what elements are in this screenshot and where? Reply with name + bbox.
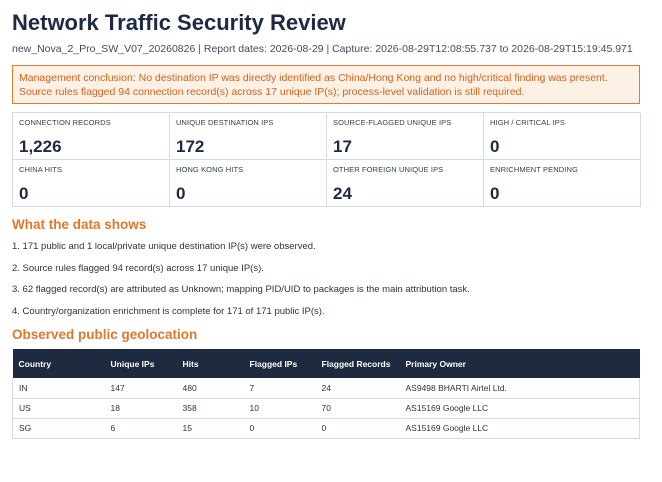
metric-enrichment-pending: ENRICHMENT PENDING 0 [484,160,641,207]
cell-flagged-records: 70 [315,398,400,419]
cell-flagged-ips: 0 [243,418,316,439]
management-conclusion: Management conclusion: No destination IP… [12,65,640,104]
metric-connection-records: CONNECTION RECORDS 1,226 [13,113,170,160]
cell-flagged-records: 0 [315,418,400,439]
cell-unique-ips: 6 [104,418,177,439]
metric-value: 0 [490,137,500,156]
cell-primary-owner: AS15169 Google LLC [399,418,640,439]
column-header-primary-owner: Primary Owner [405,358,466,369]
metric-label: UNIQUE DESTINATION IPS [176,118,274,127]
metrics-grid: CONNECTION RECORDS 1,226 UNIQUE DESTINAT… [12,112,641,207]
cell-hits: 15 [176,418,244,439]
metric-label: CHINA HITS [19,165,63,174]
cell-hits: 358 [176,398,244,419]
metric-value: 1,226 [19,137,62,156]
column-header-flagged-records: Flagged Records [321,358,391,369]
finding-item: 2. Source rules flagged 94 record(s) acr… [12,262,264,274]
metric-value: 172 [176,137,205,156]
table-row: SG 6 15 0 0 AS15169 Google LLC [12,418,640,439]
metric-hong-kong-hits: HONG KONG HITS 0 [170,160,327,207]
column-header-unique-ips: Unique IPs [110,358,155,369]
metric-other-foreign-ips: OTHER FOREIGN UNIQUE IPS 24 [327,160,484,207]
report-page: Network Traffic Security Review new_Nova… [12,10,641,439]
cell-flagged-ips: 10 [243,398,316,419]
cell-country: IN [12,378,105,399]
finding-item: 4. Country/organization enrichment is co… [12,305,325,317]
report-subtitle: new_Nova_2_Pro_SW_V07_20260826 | Report … [12,43,633,55]
metric-high-critical-ips: HIGH / CRITICAL IPS 0 [484,113,641,160]
cell-unique-ips: 18 [104,398,177,419]
table-row: IN 147 480 7 24 AS9498 BHARTI Airtel Ltd… [12,378,640,399]
cell-flagged-records: 24 [315,378,400,399]
cell-country: US [12,398,105,419]
findings-heading: What the data shows [12,217,147,232]
cell-primary-owner: AS9498 BHARTI Airtel Ltd. [399,378,640,399]
cell-flagged-ips: 7 [243,378,316,399]
metric-label: ENRICHMENT PENDING [490,165,578,174]
table-header-row: Country Unique IPs Hits Flagged IPs Flag… [12,349,640,378]
metric-value: 0 [176,184,186,203]
finding-item: 1. 171 public and 1 local/private unique… [12,241,316,252]
metric-label: HONG KONG HITS [176,165,244,174]
column-header-country: Country [18,358,52,369]
metric-label: SOURCE-FLAGGED UNIQUE IPS [333,118,452,127]
cell-hits: 480 [176,378,244,399]
metric-source-flagged-ips: SOURCE-FLAGGED UNIQUE IPS 17 [327,113,484,160]
report-title: Network Traffic Security Review [12,10,346,35]
metric-label: CONNECTION RECORDS [19,118,111,127]
metric-value: 17 [333,137,352,156]
findings-list: 1. 171 public and 1 local/private unique… [12,240,640,318]
table-row: US 18 358 10 70 AS15169 Google LLC [12,398,640,419]
metric-unique-destination-ips: UNIQUE DESTINATION IPS 172 [170,113,327,160]
cell-primary-owner: AS15169 Google LLC [399,398,640,419]
metric-label: OTHER FOREIGN UNIQUE IPS [333,165,444,174]
metric-china-hits: CHINA HITS 0 [13,160,170,207]
column-header-flagged-ips: Flagged IPs [249,358,298,369]
metric-label: HIGH / CRITICAL IPS [490,118,565,127]
cell-country: SG [12,418,105,439]
geolocation-heading: Observed public geolocation [12,327,198,342]
metric-value: 0 [19,184,29,203]
metric-value: 24 [333,184,352,203]
cell-unique-ips: 147 [104,378,177,399]
metric-value: 0 [490,184,500,203]
geolocation-table: Country Unique IPs Hits Flagged IPs Flag… [12,349,640,439]
column-header-hits: Hits [182,358,199,369]
finding-item: 3. 62 flagged record(s) are attributed a… [12,284,470,295]
